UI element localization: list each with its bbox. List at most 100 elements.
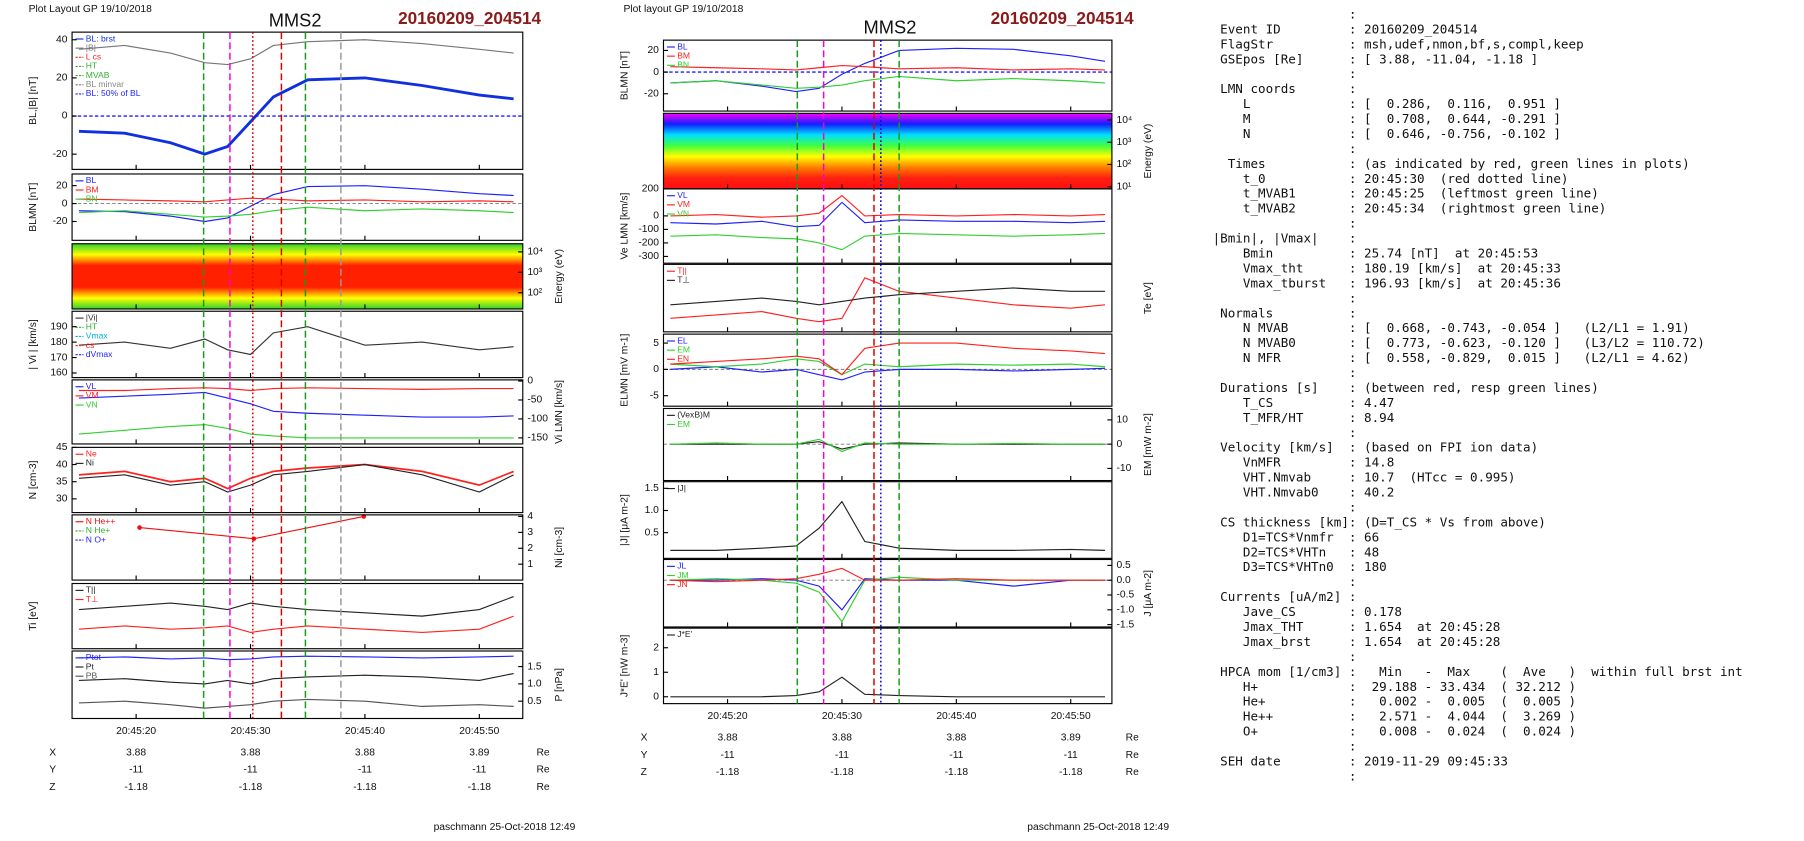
legend-label: cs — [86, 340, 95, 350]
data-line — [670, 232, 1106, 251]
ephemeris-value: -1.18 — [945, 767, 969, 778]
y-axis-label: N [cm-3] — [28, 460, 39, 499]
legend-label: T⊥ — [677, 275, 690, 285]
ephemeris-value: 3.88 — [241, 748, 261, 759]
info-line: : — [1213, 649, 1357, 664]
y-tick-label: 10⁴ — [527, 247, 543, 258]
x-tick-label: 20:45:20 — [116, 726, 156, 737]
legend-label: VN — [677, 208, 689, 218]
y-tick-label: -50 — [527, 395, 542, 406]
ephemeris-value: 3.88 — [832, 733, 852, 744]
ephemeris-name: X — [641, 733, 648, 744]
panel-frame — [71, 31, 524, 170]
info-line: N : [ 0.646, -0.756, -0.102 ] — [1213, 126, 1561, 141]
info-line: N MFR : [ 0.558, -0.829, 0.015 ] (L2/L1 … — [1213, 350, 1690, 365]
y-tick-label: 1.0 — [527, 679, 542, 690]
ephemeris-value: -11 — [243, 765, 257, 776]
data-line — [670, 500, 1106, 551]
ephemeris-name: Y — [49, 765, 56, 776]
spectrogram — [72, 243, 523, 309]
info-line: Velocity [km/s] : (based on FPI ion data… — [1213, 440, 1539, 455]
panel-frame — [662, 481, 1113, 559]
info-line: L : [ 0.286, 0.116, 0.951 ] — [1213, 96, 1561, 111]
y-tick-label: -20 — [53, 149, 68, 160]
y-axis-label: Vi LMN [km/s] — [554, 380, 565, 444]
panel-frame — [71, 379, 524, 445]
y-tick-label: 180 — [50, 337, 67, 348]
panel-frame — [662, 188, 1113, 264]
y-tick-label: 1 — [653, 667, 659, 678]
legend-label: BM — [677, 50, 690, 60]
info-line: N MVAB : [ 0.668, -0.743, -0.054 ] (L2/L… — [1213, 320, 1690, 335]
legend-label: dVmax — [86, 349, 113, 359]
ephemeris-value: 3.88 — [355, 748, 375, 759]
x-tick-label: 20:45:50 — [1051, 711, 1091, 722]
y-tick-label: 40 — [56, 34, 68, 45]
ephemeris-value: 3.89 — [469, 748, 489, 759]
info-line: T_CS : 4.47 — [1213, 395, 1395, 410]
info-line: LMN coords : — [1213, 81, 1357, 96]
y-tick-label: 20 — [56, 180, 68, 191]
x-tick-label: 20:45:30 — [231, 726, 271, 737]
ephemeris-unit: Re — [1126, 750, 1139, 761]
ephemeris-value: -11 — [358, 765, 372, 776]
legend-label: MVAB — [86, 70, 110, 80]
ephemeris-value: 3.88 — [718, 733, 738, 744]
info-line: : — [1213, 365, 1357, 380]
y-tick-label: 10¹ — [1116, 181, 1131, 192]
layout-label: Plot layout GP 19/10/2018 — [623, 4, 743, 15]
y-tick-label: 0 — [653, 211, 659, 222]
x-tick-label: 20:45:40 — [345, 726, 385, 737]
legend-label: |Vi| — [86, 312, 98, 322]
ephemeris-unit: Re — [1126, 767, 1139, 778]
data-line — [78, 615, 514, 633]
legend-label: BM — [86, 184, 99, 194]
legend-label: BL — [86, 175, 97, 185]
ephemeris-name: X — [49, 748, 56, 759]
panel-frame — [71, 446, 524, 514]
y-tick-label: 0 — [653, 67, 659, 78]
x-tick-label: 20:45:40 — [936, 711, 976, 722]
data-line — [670, 342, 1106, 376]
legend-label: N He++ — [86, 516, 116, 526]
panel-frame — [71, 310, 524, 379]
info-line: Jmax_THT : 1.654 at 20:45:28 — [1213, 619, 1501, 634]
y-tick-label: -100 — [638, 224, 659, 235]
data-line — [78, 206, 514, 218]
y-tick-label: -1.0 — [1116, 605, 1134, 616]
legend-label: EN — [677, 354, 689, 364]
y-tick-label: 0 — [653, 364, 659, 375]
ephemeris-name: Y — [641, 750, 648, 761]
ephemeris-unit: Re — [537, 782, 550, 793]
panel-frame — [662, 333, 1113, 407]
info-line: : — [1213, 768, 1357, 783]
data-line — [78, 424, 514, 439]
chart-title: MMS2 — [269, 10, 322, 31]
info-line: : — [1213, 290, 1357, 305]
legend-label: EL — [677, 335, 688, 345]
panel-frame — [71, 173, 524, 241]
y-axis-label: J*E' [nW m-3] — [619, 634, 630, 697]
panel-frame — [662, 407, 1113, 482]
info-line: D2=TCS*VHTn : 48 — [1213, 544, 1380, 559]
y-tick-label: 45 — [56, 442, 68, 453]
y-tick-label: 0 — [1116, 439, 1122, 450]
ephemeris-value: 3.88 — [946, 733, 966, 744]
legend-label: VN — [86, 399, 98, 409]
data-line — [78, 76, 514, 156]
info-line: D3=TCS*VHTn0 : 180 — [1213, 559, 1387, 574]
data-point — [137, 525, 142, 530]
y-tick-label: 1.5 — [527, 661, 542, 672]
y-tick-label: -10 — [1116, 463, 1131, 474]
legend-label: VL — [86, 381, 97, 391]
info-line: : — [1213, 425, 1357, 440]
y-tick-label: 10³ — [527, 267, 542, 278]
legend-label: JL — [677, 561, 686, 571]
y-tick-label: 2 — [653, 642, 659, 653]
info-line: Vmax_tburst : 196.93 [km/s] at 20:45:36 — [1213, 275, 1561, 290]
info-line: Jmax_brst : 1.654 at 20:45:28 — [1213, 634, 1501, 649]
legend-label: JN — [677, 579, 687, 589]
legend-label: Ne — [86, 449, 97, 459]
info-line: Currents [uA/m2] : — [1213, 589, 1357, 604]
